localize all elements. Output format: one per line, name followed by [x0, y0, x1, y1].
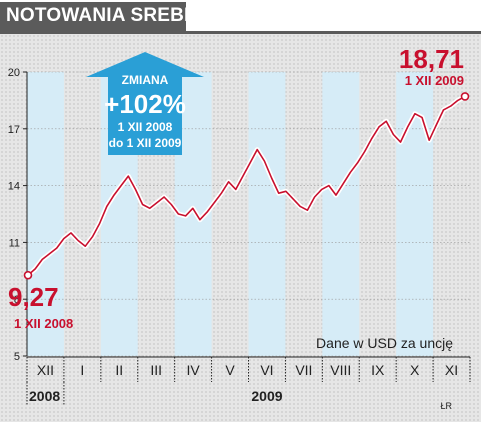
month-label: V	[225, 362, 235, 378]
y-tick-label: 8	[14, 294, 20, 306]
callout-value: +102%	[104, 89, 186, 119]
month-label: IX	[371, 362, 385, 378]
month-label: XI	[445, 362, 458, 378]
callout-to: do 1 XII 2009	[109, 136, 182, 150]
price-series	[23, 92, 470, 280]
month-label: VI	[260, 362, 273, 378]
month-band	[248, 72, 286, 356]
title-rule	[0, 31, 481, 34]
start-date: 1 XII 2008	[14, 316, 73, 331]
y-tick-label: 17	[8, 124, 20, 136]
year-label: 2009	[251, 388, 282, 404]
start-point-marker	[23, 270, 33, 280]
month-label: VIII	[330, 362, 351, 378]
month-label: II	[115, 362, 123, 378]
title-background	[0, 2, 186, 32]
month-label: IV	[187, 362, 201, 378]
month-label: I	[80, 362, 84, 378]
callout-from: 1 XII 2008	[118, 120, 173, 134]
year-label: 2008	[29, 388, 60, 404]
y-tick-label: 11	[9, 237, 20, 249]
end-point-marker	[460, 92, 470, 101]
y-axis: 5 8 11 14 17 20	[8, 67, 28, 363]
series-line	[27, 95, 466, 276]
month-label: III	[150, 362, 162, 378]
chart-title: NOTOWANIA SREBRA	[6, 5, 212, 26]
change-callout: ZMIANA +102% 1 XII 2008 do 1 XII 2009	[86, 52, 204, 155]
end-value: 18,71	[399, 44, 464, 74]
month-label: XII	[37, 362, 54, 378]
y-tick-label: 14	[8, 181, 20, 193]
month-band	[322, 72, 360, 356]
callout-heading: ZMIANA	[122, 73, 169, 87]
y-tick-label: 5	[14, 351, 20, 363]
title-bar: NOTOWANIA SREBRA	[0, 0, 485, 34]
end-date: 1 XII 2009	[405, 73, 464, 88]
start-value: 9,27	[8, 282, 59, 312]
arrow-shape	[86, 52, 204, 155]
month-label: X	[410, 362, 420, 378]
month-band	[27, 72, 64, 356]
units-note: Dane w USD za uncję	[316, 335, 453, 351]
month-label: VII	[295, 362, 312, 378]
month-bands	[27, 72, 434, 356]
credit: ŁR	[440, 401, 452, 411]
y-tick-label: 20	[8, 67, 20, 79]
